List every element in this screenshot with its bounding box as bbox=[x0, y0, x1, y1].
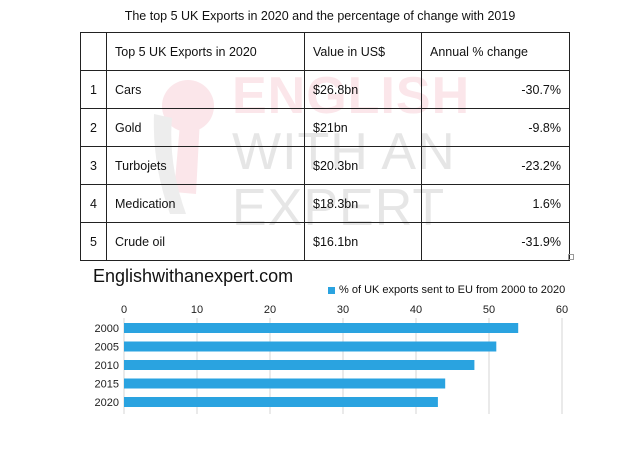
exports-table: Top 5 UK Exports in 2020 Value in US$ An… bbox=[80, 32, 570, 261]
x-tick-label: 0 bbox=[121, 304, 127, 316]
x-tick-label: 20 bbox=[264, 304, 276, 316]
row-rank: 4 bbox=[80, 184, 107, 223]
row-change: -9.8% bbox=[421, 108, 570, 147]
x-tick-label: 40 bbox=[410, 304, 422, 316]
y-tick-label: 2020 bbox=[95, 397, 119, 409]
table-title: The top 5 UK Exports in 2020 and the per… bbox=[124, 9, 516, 23]
x-tick-label: 60 bbox=[556, 304, 568, 316]
bar bbox=[124, 323, 519, 333]
y-tick-label: 2005 bbox=[95, 342, 119, 354]
row-value: $21bn bbox=[304, 108, 422, 147]
header-change: Annual % change bbox=[421, 32, 570, 71]
y-tick-label: 2015 bbox=[95, 379, 119, 391]
row-value: $16.1bn bbox=[304, 222, 422, 261]
x-tick-label: 50 bbox=[483, 304, 495, 316]
table-row: 4 Medication $18.3bn 1.6% bbox=[80, 184, 570, 223]
table-row: 3 Turbojets $20.3bn -23.2% bbox=[80, 146, 570, 185]
row-value: $20.3bn bbox=[304, 146, 422, 185]
legend-label: % of UK exports sent to EU from 2000 to … bbox=[339, 284, 566, 296]
bar bbox=[124, 397, 438, 407]
bar bbox=[124, 341, 497, 352]
row-rank: 5 bbox=[80, 222, 107, 261]
table-row: 2 Gold $21bn -9.8% bbox=[80, 108, 570, 147]
table-header-row: Top 5 UK Exports in 2020 Value in US$ An… bbox=[80, 32, 570, 71]
chart-legend: % of UK exports sent to EU from 2000 to … bbox=[328, 284, 565, 296]
row-item: Turbojets bbox=[106, 146, 305, 185]
y-tick-label: 2010 bbox=[95, 360, 119, 372]
site-label: Englishwithanexpert.com bbox=[93, 266, 294, 286]
x-tick-label: 30 bbox=[337, 304, 349, 316]
x-tick-label: 10 bbox=[191, 304, 203, 316]
row-change: -31.9% bbox=[421, 222, 570, 261]
y-tick-label: 2000 bbox=[95, 323, 119, 335]
header-item: Top 5 UK Exports in 2020 bbox=[106, 32, 305, 71]
row-change: -30.7% bbox=[421, 70, 570, 109]
legend-swatch bbox=[328, 286, 335, 294]
bar bbox=[124, 378, 446, 389]
bar bbox=[124, 360, 475, 370]
table-row: 5 Crude oil $16.1bn -31.9% bbox=[80, 222, 570, 261]
row-value: $26.8bn bbox=[304, 70, 422, 109]
row-item: Crude oil bbox=[106, 222, 305, 261]
row-value: $18.3bn bbox=[304, 184, 422, 223]
table-row: 1 Cars $26.8bn -30.7% bbox=[80, 70, 570, 109]
resize-handle[interactable] bbox=[568, 254, 574, 260]
row-item: Cars bbox=[106, 70, 305, 109]
row-change: 1.6% bbox=[421, 184, 570, 223]
